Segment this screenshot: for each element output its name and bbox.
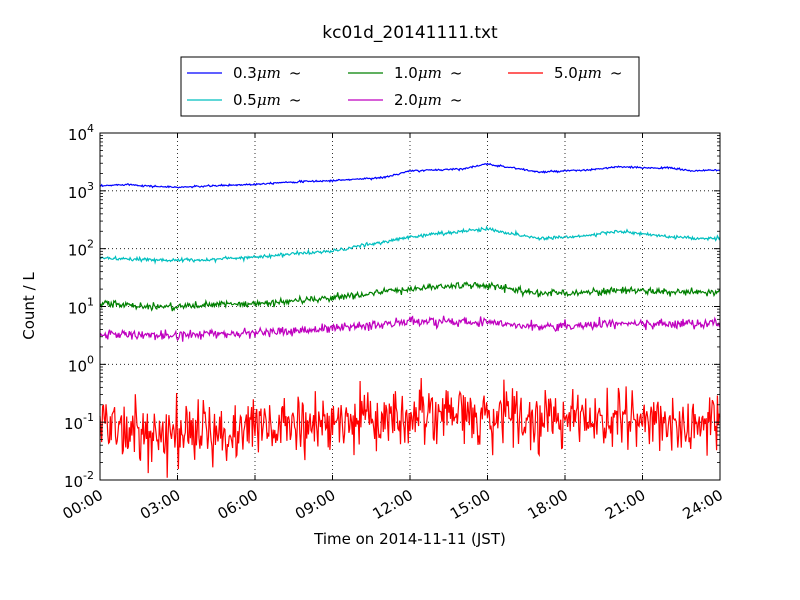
y-tick-base: 10 xyxy=(64,415,83,433)
y-tick-exponent: 0 xyxy=(87,353,94,366)
legend-entry: 0.3μm ~ xyxy=(233,64,301,82)
y-tick-label: 103 xyxy=(68,180,94,202)
legend-unit: μm xyxy=(418,64,442,82)
legend-entry: 5.0μm ~ xyxy=(554,64,622,82)
y-tick-base: 10 xyxy=(64,473,83,491)
y-tick-base: 10 xyxy=(68,184,87,202)
y-tick-label: 101 xyxy=(68,296,94,318)
legend-entry: 2.0μm ~ xyxy=(394,91,462,109)
y-tick-label: 10-1 xyxy=(64,411,94,433)
series-line-0-3um xyxy=(99,162,721,189)
legend-size: 2.0 xyxy=(394,91,418,109)
legend: 0.3μm ~0.5μm ~1.0μm ~2.0μm ~5.0μm ~ xyxy=(180,56,640,117)
series-line-0-5um xyxy=(99,225,721,265)
legend-entry: 0.5μm ~ xyxy=(233,91,301,109)
y-tick-exponent: 3 xyxy=(87,180,94,193)
y-tick-base: 10 xyxy=(68,300,87,318)
legend-unit: μm xyxy=(257,64,281,82)
legend-tilde: ~ xyxy=(450,64,463,82)
legend-size: 0.3 xyxy=(233,64,257,82)
y-axis-label: Count / L xyxy=(20,272,38,340)
series-line-5-0um xyxy=(99,377,721,478)
legend-unit: μm xyxy=(418,91,442,109)
y-tick-label: 10-2 xyxy=(64,469,94,491)
y-tick-exponent: 2 xyxy=(87,238,94,251)
legend-size: 0.5 xyxy=(233,91,257,109)
legend-size: 1.0 xyxy=(394,64,418,82)
legend-tilde: ~ xyxy=(289,64,302,82)
series-line-1-0um xyxy=(99,281,721,312)
y-tick-base: 10 xyxy=(68,242,87,260)
x-axis-label: Time on 2014-11-11 (JST) xyxy=(313,530,506,548)
legend-size: 5.0 xyxy=(554,64,578,82)
y-tick-base: 10 xyxy=(68,126,87,144)
series-line-2-0um xyxy=(99,315,721,342)
y-tick-label: 102 xyxy=(68,238,94,260)
chart-title: kc01d_20141111.txt xyxy=(322,23,498,43)
y-tick-exponent: 1 xyxy=(87,296,94,309)
axis-ticks xyxy=(99,132,721,481)
y-tick-exponent: -1 xyxy=(83,411,94,424)
plot-series xyxy=(99,162,721,478)
legend-tilde: ~ xyxy=(450,91,463,109)
legend-entry: 1.0μm ~ xyxy=(394,64,462,82)
legend-frame xyxy=(180,56,640,117)
legend-unit: μm xyxy=(578,64,602,82)
y-tick-exponent: -2 xyxy=(83,469,94,482)
legend-unit: μm xyxy=(257,91,281,109)
legend-tilde: ~ xyxy=(289,91,302,109)
y-tick-exponent: 4 xyxy=(87,122,94,135)
y-tick-label: 104 xyxy=(68,122,94,144)
y-tick-label: 100 xyxy=(68,353,94,375)
legend-tilde: ~ xyxy=(610,64,623,82)
y-tick-base: 10 xyxy=(68,357,87,375)
